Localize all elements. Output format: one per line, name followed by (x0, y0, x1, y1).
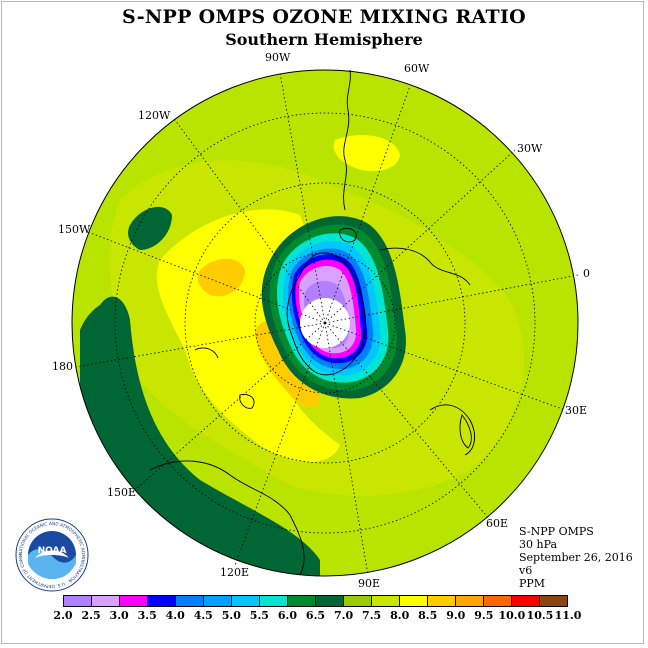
colorbar-tick-label: 11.0 (554, 609, 582, 622)
info-version: v6 (519, 564, 533, 577)
coastlines (149, 69, 476, 576)
colorbar-tick-label: 9.0 (446, 609, 466, 622)
colorbar-tick-label: 3.5 (137, 609, 157, 622)
colorbar-tick-label: 6.0 (277, 609, 298, 622)
logo-bird (35, 550, 69, 558)
colorbar-segment (428, 596, 456, 606)
colorbar-tick-label: 7.5 (362, 609, 382, 622)
lon-label-60w: 60W (404, 62, 430, 75)
contour-dark-green-blob (128, 206, 172, 250)
colorbar-segment (232, 596, 260, 606)
colorbar-tick-label: 3.0 (109, 609, 129, 622)
meridian-120e (234, 322, 326, 566)
lon-label-120e: 120E (220, 566, 250, 579)
colorbar-segment (400, 596, 428, 606)
map-subtitle: Southern Hemisphere (225, 30, 423, 49)
coast-australia (149, 460, 305, 576)
colorbar-segment (92, 596, 120, 606)
info-date: September 26, 2016 (519, 551, 633, 564)
lon-label-60e: 60E (486, 517, 509, 530)
latitude-circle-50s (184, 182, 466, 464)
colorbar-segment (316, 596, 344, 606)
colorbar-labels: 2.0 2.5 3.0 3.5 4.0 4.5 5.0 5.5 6.0 6.5 7.0 7.5 8.0 8… (0, 609, 648, 623)
lon-label-90w: 90W (265, 51, 291, 64)
meridian-30e (324, 322, 566, 411)
colorbar-tick-label: 5.5 (249, 609, 269, 622)
colorbar-segment (288, 596, 316, 606)
colorbar-tick-label: 2.5 (81, 609, 101, 622)
colorbar-segment (456, 596, 484, 606)
colorbar-tick-label: 7.0 (333, 609, 354, 622)
lon-label-150e: 150E (107, 486, 137, 499)
coast-africa-tip (429, 404, 476, 456)
coast-south-america (343, 69, 351, 211)
colorbar-tick-label: 6.5 (305, 609, 326, 622)
lon-label-120w: 120W (138, 109, 171, 122)
contour-8-5-west (197, 258, 245, 297)
coast-south-georgia (339, 227, 357, 243)
lon-label-30e: 30E (565, 404, 588, 417)
colorbar-segment (64, 596, 92, 606)
meridian-60e (324, 322, 491, 521)
lon-label-30w: 30W (517, 142, 543, 155)
meridian-0 (324, 274, 579, 324)
map-title: S-NPP OMPS OZONE MIXING RATIO (121, 6, 527, 28)
meridian-90e (324, 322, 369, 576)
logo-text: NOAA (38, 546, 67, 556)
logo-wave (28, 549, 76, 579)
colorbar-segment (372, 596, 400, 606)
colorbar-segment (540, 596, 567, 606)
coast-island (239, 393, 255, 409)
colorbar-tick-label: 9.5 (474, 609, 494, 622)
meridian-30w (324, 149, 516, 324)
coast-madagascar (459, 414, 472, 449)
colorbar (63, 595, 568, 607)
colorbar-segment (148, 596, 176, 606)
colorbar-segment (512, 596, 540, 606)
colorbar-tick-label: 5.0 (221, 609, 241, 622)
coast-antarctic-ross (194, 347, 219, 359)
lon-label-150w: 150W (58, 223, 91, 236)
lon-label-90e: 90E (358, 577, 381, 590)
colorbar-tick-label: 10.0 (498, 609, 526, 622)
colorbar-tick-label: 4.0 (165, 609, 185, 622)
colorbar-tick-label: 8.0 (390, 609, 410, 622)
lon-label-0: 0 (583, 267, 590, 280)
info-level: 30 hPa (519, 538, 558, 551)
graticule (75, 72, 579, 576)
lon-label-180: 180 (52, 360, 73, 373)
colorbar-segment (260, 596, 288, 606)
coast-antarctic-atlantic (379, 247, 471, 286)
info-product: S-NPP OMPS (519, 525, 594, 538)
map-boundary (71, 69, 579, 577)
coast-antarctica (286, 252, 366, 376)
colorbar-segment (120, 596, 148, 606)
colorbar-segment (176, 596, 204, 606)
latitude-circle-30s (114, 112, 536, 534)
info-units: PPM (519, 577, 546, 590)
colorbar-segment (204, 596, 232, 606)
info-box: S-NPP OMPS 30 hPa September 26, 2016 v6 … (519, 525, 639, 590)
colorbar-segment (484, 596, 512, 606)
colorbar-tick-label: 2.0 (53, 609, 73, 622)
colorbar-tick-label: 10.5 (526, 609, 554, 622)
noaa-logo: NATIONAL OCEANIC AND ATMOSPHERIC ADMINIS… (15, 518, 89, 592)
colorbar-tick-label: 4.5 (193, 609, 213, 622)
contour-8-0-north (333, 135, 400, 172)
colorbar-segment (344, 596, 372, 606)
colorbar-tick-label: 8.5 (418, 609, 438, 622)
